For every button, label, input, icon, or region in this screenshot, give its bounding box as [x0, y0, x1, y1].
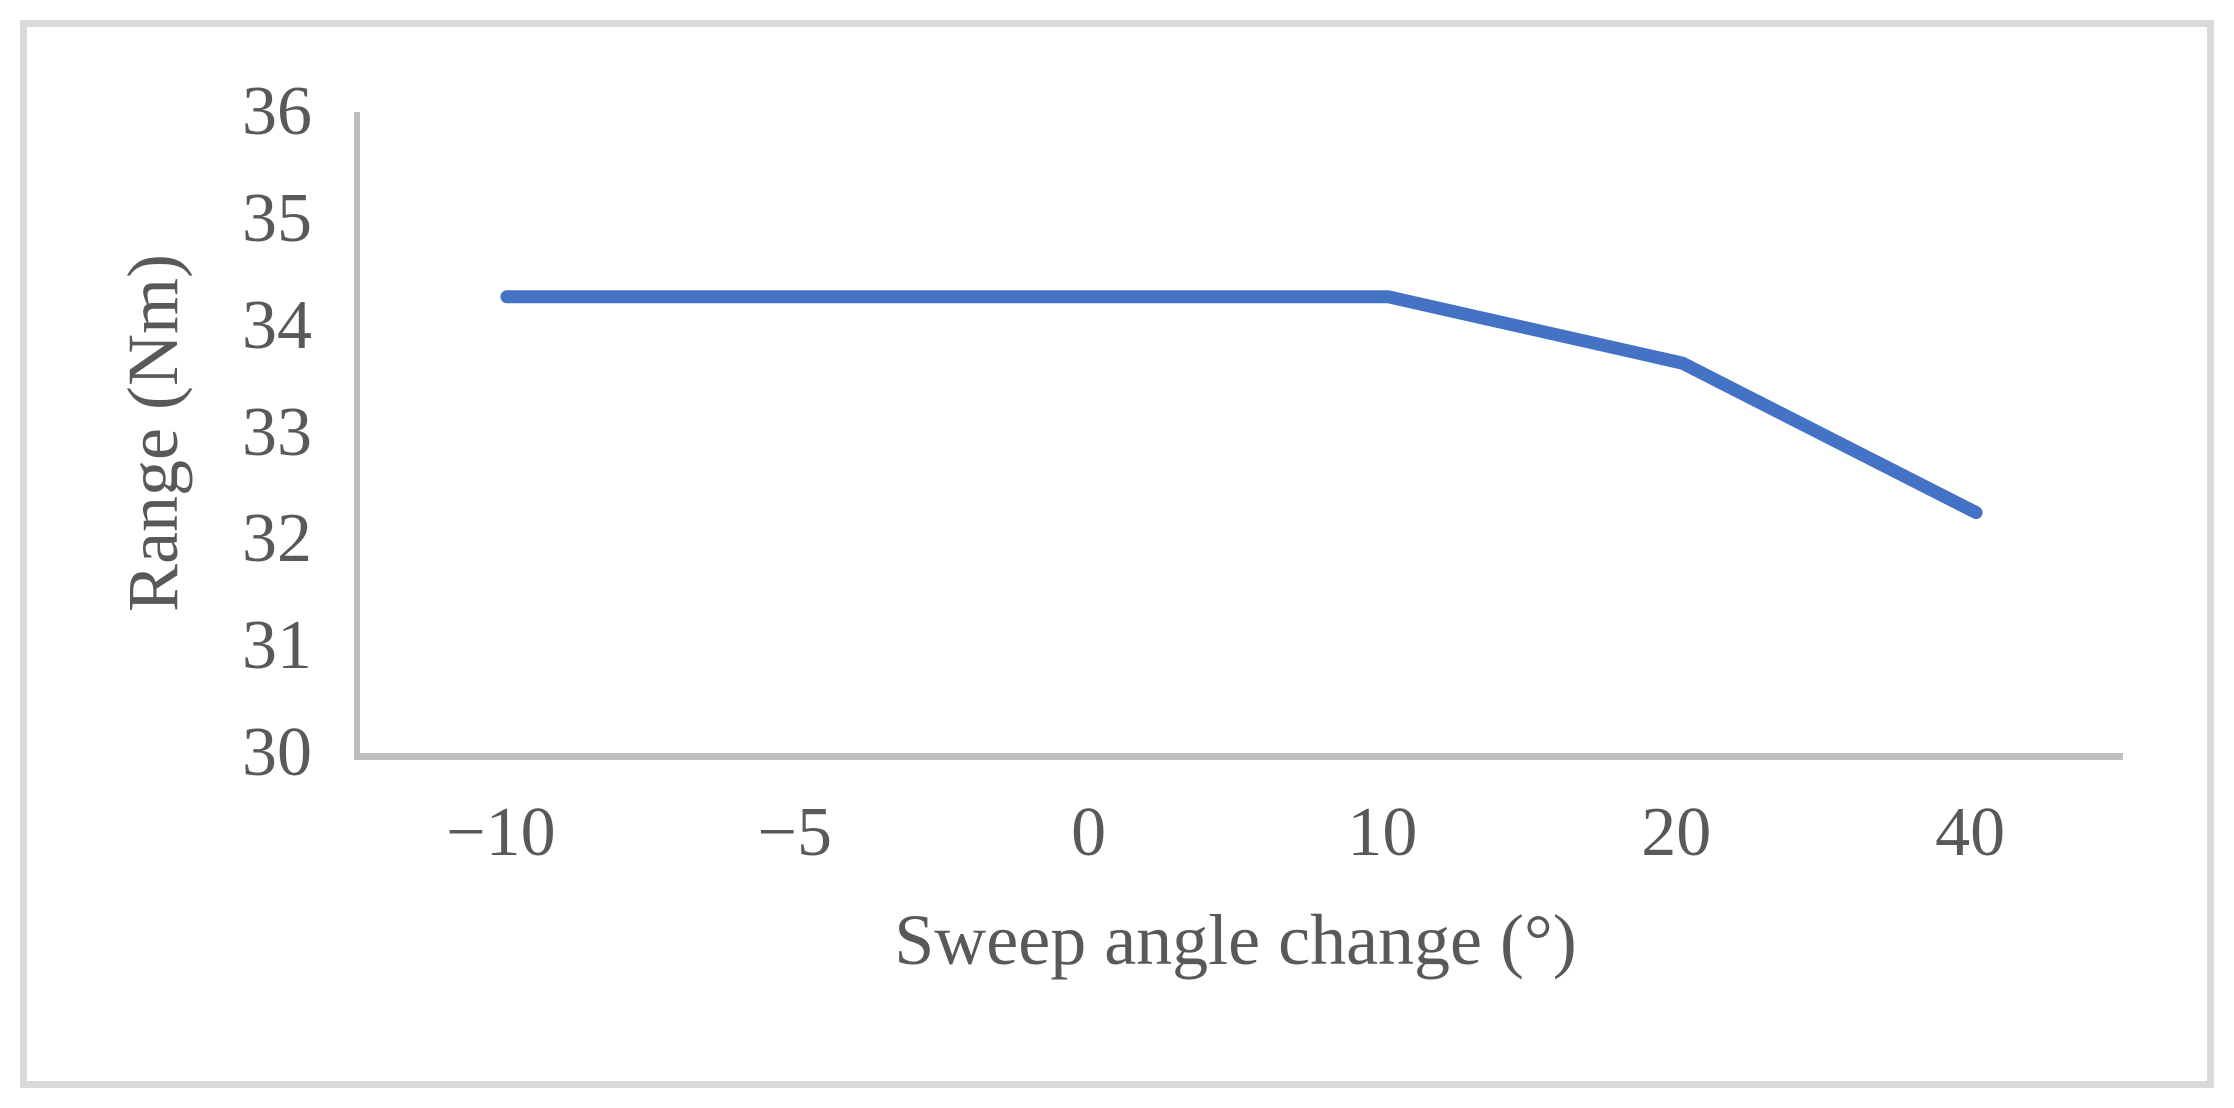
- x-tick-label: 20: [1641, 794, 1712, 871]
- x-tick-label: 40: [1935, 794, 2006, 871]
- y-axis-title: Range (Nm): [113, 254, 193, 612]
- x-tick-label: −5: [757, 794, 832, 871]
- plot-area: [354, 112, 2123, 760]
- y-tick-label: 31: [242, 607, 312, 685]
- y-tick-label: 34: [242, 286, 312, 364]
- y-tick-label: 36: [242, 73, 312, 150]
- y-tick-label: 30: [242, 714, 312, 791]
- x-axis-title: Sweep angle change (°): [894, 900, 1577, 980]
- chart-border-frame: [20, 20, 2214, 1088]
- y-tick-label: 35: [242, 179, 312, 257]
- line-series-svg: [500, 290, 1983, 520]
- range-line-series: [500, 290, 1983, 520]
- y-tick-label: 33: [242, 393, 312, 471]
- x-tick-label: 0: [1071, 794, 1107, 871]
- y-tick-label: 32: [242, 500, 312, 578]
- x-tick-label: 10: [1347, 794, 1418, 871]
- x-tick-label: −10: [446, 794, 556, 871]
